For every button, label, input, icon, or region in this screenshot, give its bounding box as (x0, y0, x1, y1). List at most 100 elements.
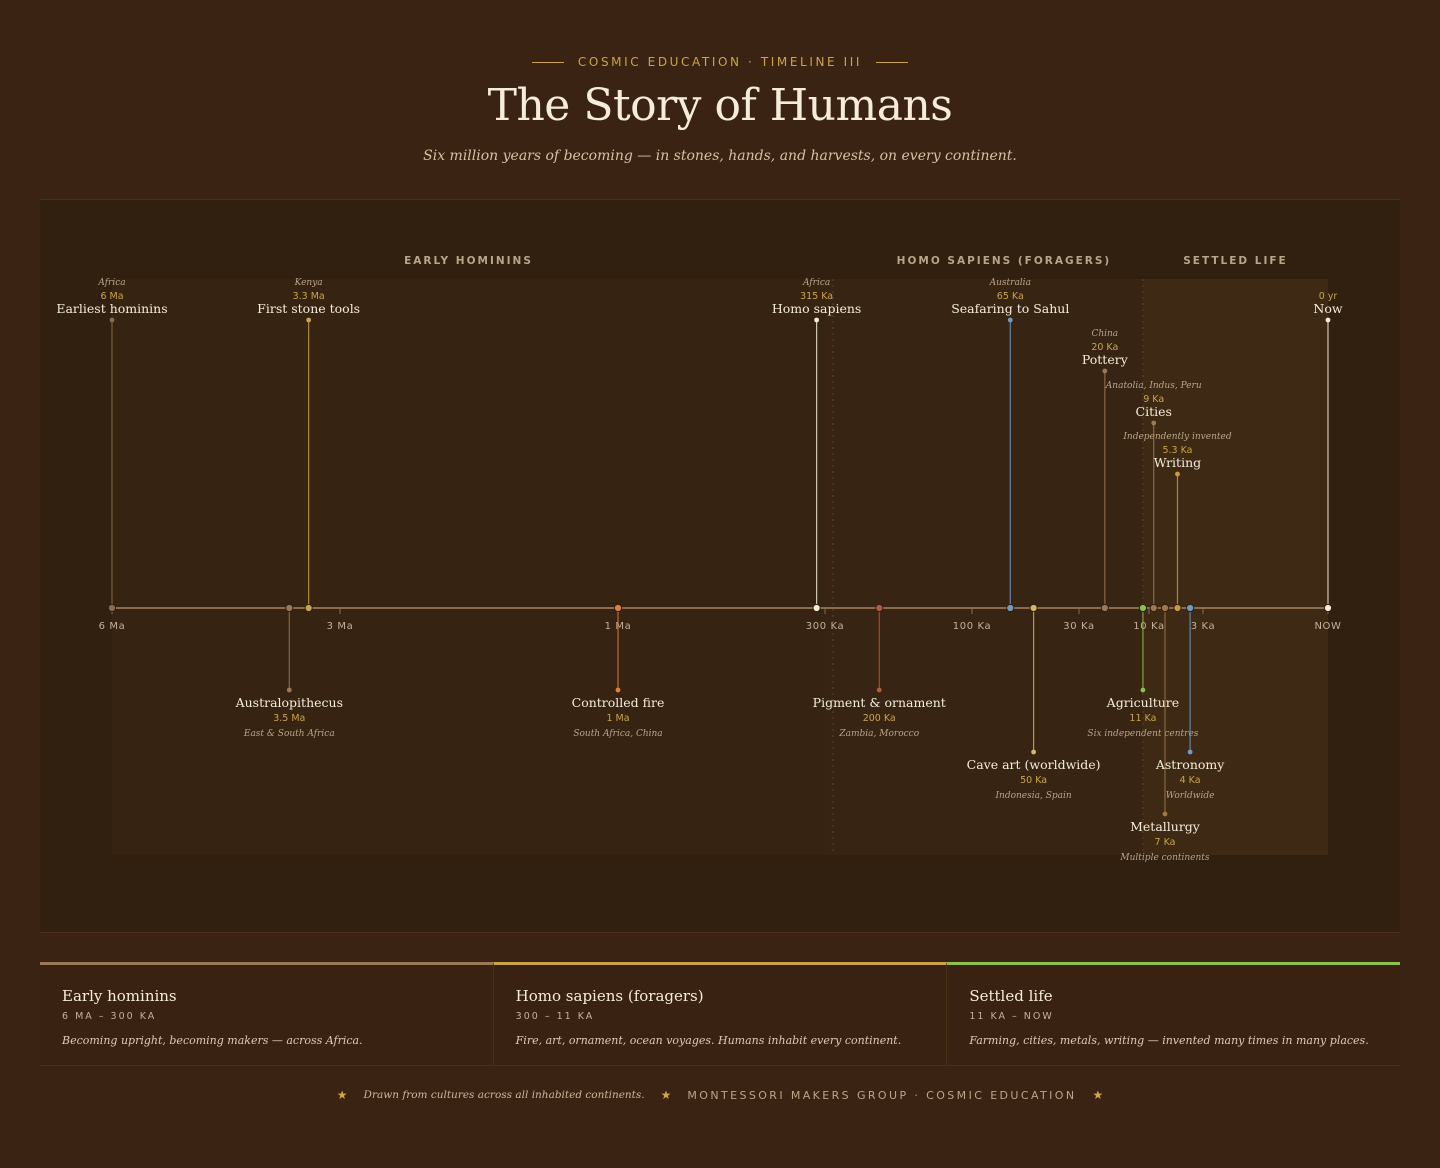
event-end-dot (1140, 687, 1146, 693)
event-axis-dot (1185, 603, 1195, 613)
eyebrow-text: COSMIC EDUCATION · TIMELINE III (577, 55, 863, 69)
event-place: China (1091, 329, 1118, 339)
event-date: 50 Ka (1020, 775, 1047, 786)
event-date: 7 Ka (1155, 837, 1176, 848)
event-axis-dot (285, 603, 294, 613)
event-place: Zambia, Morocco (838, 729, 919, 739)
event-axis-dot (304, 603, 313, 613)
star-icon: ★ (660, 1088, 672, 1102)
era-card-settled: Settled life 11 KA – NOW Farming, cities… (947, 962, 1401, 1065)
era-band-early (112, 279, 825, 855)
event-name: Australopithecus (235, 695, 343, 710)
event-name: Homo sapiens (772, 301, 862, 316)
era-card-foragers: Homo sapiens (foragers) 300 – 11 KA Fire… (493, 962, 948, 1065)
event-axis-dot (107, 603, 117, 613)
event-axis-dot (812, 603, 821, 613)
event-date: 20 Ka (1091, 342, 1118, 353)
eyebrow-rule-left (531, 61, 564, 63)
tick-label: 3 Ka (1191, 621, 1215, 632)
event-date: 11 Ka (1129, 713, 1156, 724)
event-place: Worldwide (1166, 791, 1215, 801)
event-name: Cities (1136, 404, 1172, 419)
page-title: The Story of Humans (487, 80, 953, 131)
event-date: 4 Ka (1180, 775, 1201, 786)
footer-note: Drawn from cultures across all inhabited… (363, 1089, 645, 1101)
event-place: Kenya (294, 278, 323, 288)
event-axis-dot (1160, 603, 1170, 613)
event-axis-dot (1029, 603, 1038, 613)
era-label: EARLY HOMININS (404, 255, 533, 267)
event-end-dot (306, 317, 312, 323)
era-label: SETTLED LIFE (1183, 255, 1287, 267)
event-place: South Africa, China (573, 729, 662, 739)
event-name: Now (1313, 301, 1342, 316)
event-date: 9 Ka (1143, 394, 1164, 405)
event-place: Indonesia, Spain (994, 791, 1071, 801)
event-place: Multiple continents (1119, 853, 1209, 863)
event-place: East & South Africa (243, 729, 335, 739)
era-card-range: 11 KA – NOW (969, 1011, 1054, 1022)
event-end-dot (1325, 317, 1331, 323)
event-name: First stone tools (257, 301, 360, 316)
event-end-dot (1151, 420, 1157, 426)
event-end-dot (1175, 471, 1180, 477)
event-name: Seafaring to Sahul (951, 301, 1069, 316)
timeline-svg: EARLY HOMININS HOMO SAPIENS (FORAGERS) SET… (56, 255, 1343, 863)
event-name: Earliest hominins (56, 301, 167, 316)
era-card-range: 300 – 11 KA (515, 1011, 595, 1022)
event-date: 3.3 Ma (293, 291, 325, 302)
event-axis-dot (1149, 603, 1158, 613)
era-card-desc: Farming, cities, metals, writing — inven… (969, 1034, 1369, 1047)
event-axis-dot (613, 603, 623, 613)
event-name: Agriculture (1106, 695, 1180, 710)
timeline-panel: EARLY HOMININS HOMO SAPIENS (FORAGERS) SET… (40, 199, 1400, 933)
event-end-dot (1031, 749, 1037, 755)
event-place: Six independent centres (1087, 729, 1198, 739)
event-name: Cave art (worldwide) (967, 757, 1101, 772)
tick-label: 30 Ka (1063, 621, 1094, 632)
event-end-dot (1162, 811, 1168, 817)
era-card-name: Homo sapiens (foragers) (515, 987, 704, 1005)
event-date: 1 Ma (606, 713, 629, 724)
event-axis-dot (1100, 603, 1109, 613)
event-place: Africa (97, 278, 125, 288)
event-date: 6 Ma (100, 291, 123, 302)
event-place: Independently invented (1122, 432, 1231, 442)
event-place: Anatolia, Indus, Peru (1105, 381, 1202, 391)
event-name: Pigment & ornament (813, 695, 946, 710)
event-axis-dot (1006, 603, 1015, 613)
event-name: Pottery (1082, 352, 1129, 367)
eyebrow-rule-right (876, 61, 909, 63)
event-end-dot (109, 317, 115, 323)
event-date: 0 yr (1319, 291, 1338, 302)
event-name: Controlled fire (572, 695, 665, 710)
era-label: HOMO SAPIENS (FORAGERS) (897, 255, 1112, 267)
event-axis-dot (1323, 603, 1333, 613)
event-end-dot (1102, 368, 1108, 374)
star-icon: ★ (336, 1088, 348, 1102)
era-band-foragers (825, 279, 1143, 855)
event-name: Metallurgy (1130, 819, 1201, 834)
tick-label: 300 Ka (806, 621, 844, 632)
footer-credit: MONTESSORI MAKERS GROUP · COSMIC EDUCATI… (687, 1088, 1077, 1102)
era-card-name: Settled life (969, 987, 1053, 1005)
event-axis-dot (875, 603, 884, 613)
event-end-dot (876, 687, 882, 693)
tick-label: 10 Ka (1133, 621, 1164, 632)
event-end-dot (814, 317, 820, 323)
event-place: Australia (989, 278, 1031, 288)
tick-label: NOW (1314, 621, 1341, 632)
event-date: 200 Ka (863, 713, 896, 724)
event-end-dot (1187, 749, 1193, 755)
era-card-desc: Fire, art, ornament, ocean voyages. Huma… (515, 1034, 902, 1047)
event-date: 3.5 Ma (273, 713, 305, 724)
event-axis-dot (1138, 603, 1148, 613)
era-card-name: Early hominins (62, 987, 177, 1005)
event-place: Africa (802, 278, 830, 288)
event-date: 5.3 Ka (1162, 445, 1192, 456)
era-card-range: 6 MA – 300 KA (62, 1011, 157, 1022)
eyebrow: COSMIC EDUCATION · TIMELINE III (0, 55, 1440, 69)
era-band-settled (1142, 279, 1328, 855)
event-date: 315 Ka (800, 291, 833, 302)
event-end-dot (286, 687, 292, 693)
